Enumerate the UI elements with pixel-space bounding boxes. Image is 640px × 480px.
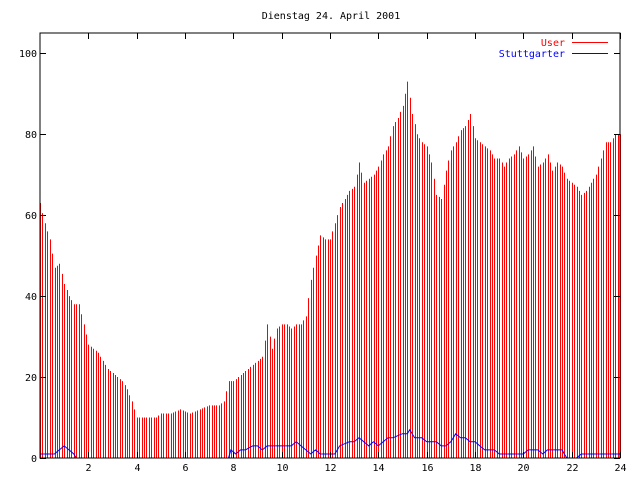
user-bars [40,81,621,458]
x-tick-label: 22 [566,463,578,474]
legend-label-stuttgarter: Stuttgarter [499,49,565,60]
x-tick-label: 4 [134,463,140,474]
x-tick-label: 20 [517,463,529,474]
x-tick-label: 18 [469,463,481,474]
x-tick-label: 8 [230,463,236,474]
x-tick-label: 24 [614,463,626,474]
chart-title: Dienstag 24. April 2001 [262,11,400,22]
x-tick-label: 16 [421,463,433,474]
x-tick-label: 12 [324,463,336,474]
x-tick-label: 6 [182,463,188,474]
x-tick-label: 14 [372,463,384,474]
y-tick-label: 0 [31,454,37,465]
legend: User Stuttgarter [499,38,608,60]
y-tick-label: 40 [25,292,37,303]
x-tick-label: 10 [276,463,288,474]
x-tick-label: 2 [85,463,91,474]
y-tick-label: 60 [25,211,37,222]
y-tick-label: 80 [25,130,37,141]
y-tick-label: 100 [19,49,37,60]
y-tick-label: 20 [25,373,37,384]
y-axis: 0 20 40 60 80 100 [19,49,620,465]
x-axis: 2 4 6 8 10 12 14 16 18 20 22 24 [85,33,627,474]
legend-label-user: User [541,38,565,49]
